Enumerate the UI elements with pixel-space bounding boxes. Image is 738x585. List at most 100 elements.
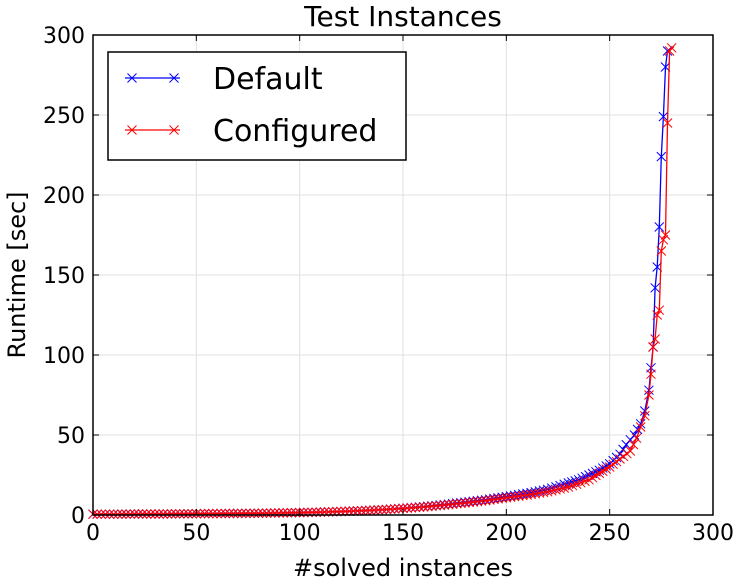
data-point-configured bbox=[398, 503, 408, 514]
legend-box bbox=[107, 51, 407, 161]
data-point-configured bbox=[216, 508, 226, 519]
data-point-configured bbox=[108, 509, 119, 520]
data-point-default bbox=[656, 151, 667, 162]
data-point-configured bbox=[559, 483, 570, 493]
data-point-configured bbox=[414, 502, 425, 513]
chart-title: Test Instances bbox=[303, 0, 502, 33]
data-point-configured bbox=[662, 118, 673, 128]
data-point-configured bbox=[418, 502, 429, 512]
x-tick-label: 100 bbox=[279, 521, 321, 546]
data-point-configured bbox=[472, 496, 483, 507]
data-point-configured bbox=[648, 342, 658, 352]
data-point-configured bbox=[497, 493, 508, 504]
data-point-configured bbox=[447, 499, 458, 510]
x-tick-label: 300 bbox=[692, 521, 734, 546]
data-point-configured bbox=[360, 505, 371, 516]
y-tick-label: 300 bbox=[43, 24, 85, 49]
data-point-configured bbox=[274, 508, 284, 518]
data-point-configured bbox=[348, 506, 359, 516]
data-point-configured bbox=[530, 488, 541, 499]
data-point-configured bbox=[162, 509, 173, 519]
data-point-configured bbox=[352, 505, 363, 516]
data-point-configured bbox=[166, 509, 177, 519]
legend-marker-configured bbox=[127, 125, 137, 135]
y-tick-label: 50 bbox=[57, 424, 85, 449]
y-axis-title: Runtime [sec] bbox=[3, 191, 31, 358]
data-point-configured bbox=[212, 508, 222, 519]
x-tick-label: 0 bbox=[86, 521, 100, 546]
data-point-configured bbox=[261, 508, 272, 518]
legend-marker-configured bbox=[169, 125, 179, 135]
data-point-configured bbox=[660, 230, 671, 240]
data-point-configured bbox=[625, 446, 636, 456]
data-point-configured bbox=[179, 508, 189, 519]
data-point-configured bbox=[369, 505, 379, 515]
data-point-configured bbox=[183, 508, 193, 519]
data-point-configured bbox=[129, 509, 140, 519]
data-point-configured bbox=[534, 488, 545, 498]
legend-marker-default bbox=[169, 73, 179, 83]
data-point-configured bbox=[439, 500, 450, 510]
data-point-configured bbox=[270, 508, 280, 518]
data-point-configured bbox=[522, 490, 532, 500]
data-point-configured bbox=[137, 509, 148, 519]
data-point-default bbox=[662, 46, 673, 56]
data-point-configured bbox=[513, 491, 524, 501]
data-point-configured bbox=[125, 509, 136, 519]
data-point-default bbox=[654, 222, 665, 232]
data-point-configured bbox=[652, 310, 663, 320]
data-point-configured bbox=[187, 508, 198, 519]
x-tick-label: 150 bbox=[382, 521, 424, 546]
data-point-configured bbox=[365, 505, 375, 516]
data-point-configured bbox=[542, 486, 553, 497]
legend-label-default: Default bbox=[213, 62, 323, 97]
data-point-configured bbox=[373, 505, 384, 515]
data-point-configured bbox=[150, 509, 160, 519]
data-point-default bbox=[635, 418, 646, 429]
data-point-configured bbox=[236, 508, 247, 519]
data-point-configured bbox=[505, 492, 516, 503]
data-point-configured bbox=[356, 505, 367, 516]
data-point-configured bbox=[245, 508, 255, 519]
data-point-default bbox=[629, 430, 640, 440]
data-point-configured bbox=[96, 509, 107, 520]
data-point-configured bbox=[489, 494, 499, 505]
data-point-configured bbox=[646, 369, 656, 380]
data-point-configured bbox=[133, 509, 144, 519]
data-point-configured bbox=[220, 508, 231, 519]
data-point-configured bbox=[631, 433, 642, 444]
data-point-configured bbox=[377, 504, 388, 515]
data-point-configured bbox=[112, 509, 123, 520]
data-point-configured bbox=[480, 495, 491, 506]
data-point-configured bbox=[639, 410, 650, 421]
data-point-configured bbox=[170, 509, 181, 519]
data-point-default bbox=[650, 282, 660, 293]
data-point-configured bbox=[104, 509, 115, 520]
data-point-configured bbox=[555, 484, 565, 494]
x-tick-label: 250 bbox=[589, 521, 631, 546]
data-point-default bbox=[456, 497, 466, 508]
data-point-default bbox=[658, 111, 669, 122]
data-point-configured bbox=[344, 506, 355, 517]
data-point-configured bbox=[464, 497, 474, 508]
data-point-configured bbox=[658, 234, 669, 245]
data-point-configured bbox=[224, 508, 235, 519]
data-point-configured bbox=[509, 491, 520, 502]
data-point-configured bbox=[451, 498, 462, 509]
data-point-configured bbox=[410, 502, 421, 513]
data-point-configured bbox=[650, 334, 660, 344]
data-point-configured bbox=[406, 503, 417, 513]
data-point-configured bbox=[493, 494, 503, 504]
y-tick-label: 250 bbox=[43, 104, 85, 129]
data-point-configured bbox=[443, 499, 454, 510]
data-point-configured bbox=[538, 487, 549, 498]
data-point-configured bbox=[100, 509, 111, 520]
data-point-configured bbox=[628, 439, 639, 450]
data-point-configured bbox=[121, 509, 131, 519]
data-point-configured bbox=[257, 508, 268, 519]
y-tick-label: 0 bbox=[71, 504, 85, 529]
data-point-configured bbox=[501, 492, 512, 503]
y-tick-label: 150 bbox=[43, 264, 85, 289]
data-point-configured bbox=[278, 508, 288, 518]
ticks: 0 50 100 150 200 250 300 0 50 100 150 200 250 300 bbox=[43, 24, 734, 546]
